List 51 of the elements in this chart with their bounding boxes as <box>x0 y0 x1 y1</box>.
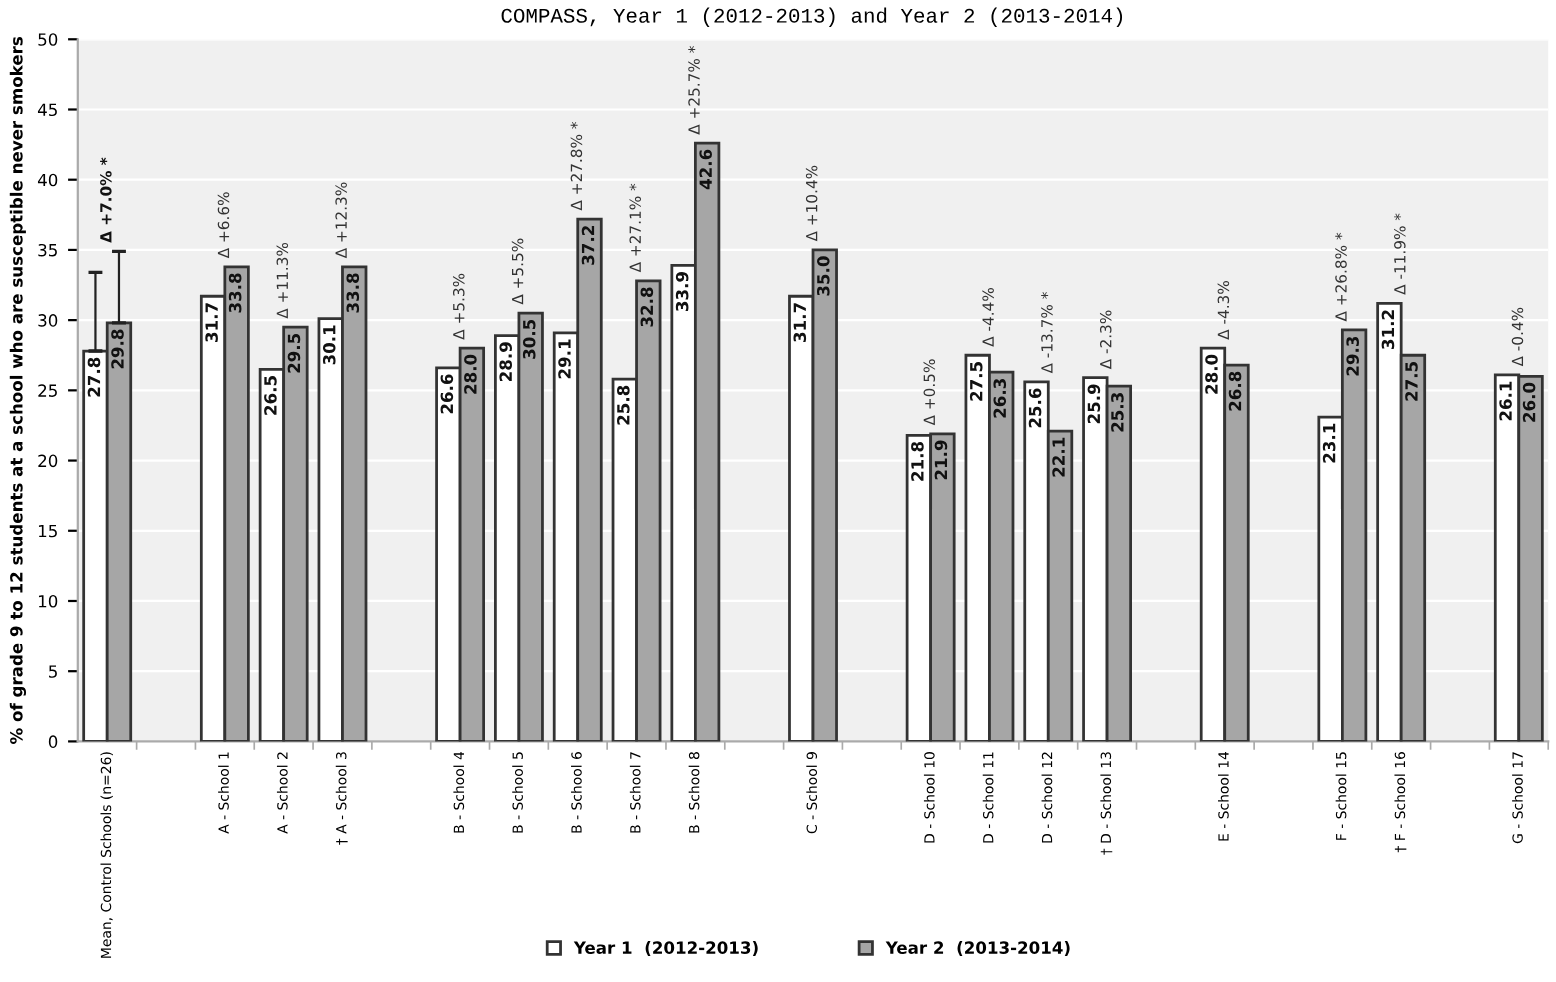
y-tick-label: 20 <box>38 454 58 468</box>
y-axis-title: % of grade 9 to 12 students at a school who are susceptible never smokers <box>9 37 27 744</box>
data-label: 26.3 <box>993 379 1007 418</box>
data-label: 21.8 <box>911 441 924 481</box>
data-label: 31.7 <box>205 303 218 342</box>
data-label: 23.1 <box>1322 423 1336 463</box>
data-label: 26.0 <box>1522 382 1536 422</box>
data-label: 21.9 <box>934 440 948 480</box>
data-label: 22.1 <box>1052 437 1065 477</box>
data-label: 35.0 <box>817 256 830 296</box>
y-tick-label: 40 <box>37 173 58 187</box>
legend-label: Year 2 (2013-2014) <box>885 941 1070 956</box>
data-label: 29.8 <box>111 329 124 369</box>
y-tick-label: 45 <box>37 103 57 117</box>
data-label: 25.3 <box>1111 393 1124 432</box>
data-label: 25.6 <box>1028 388 1042 428</box>
data-label: 29.3 <box>1346 336 1359 376</box>
data-label: 29.5 <box>287 333 301 373</box>
data-label: 33.8 <box>346 273 360 313</box>
data-label: 30.1 <box>322 325 336 365</box>
data-label: 31.7 <box>793 303 807 342</box>
data-label: 37.2 <box>581 226 595 265</box>
data-label: 33.8 <box>228 273 242 313</box>
data-label: 32.8 <box>640 287 654 327</box>
y-tick-label: 5 <box>49 665 57 678</box>
data-label: 27.5 <box>1405 362 1418 401</box>
data-label: 25.9 <box>1087 384 1101 424</box>
data-label: 30.5 <box>522 319 536 359</box>
y-tick-label: 50 <box>38 33 58 46</box>
y-tick-label: 30 <box>38 314 58 327</box>
data-label: 29.1 <box>558 339 571 379</box>
data-label: 28.0 <box>464 354 477 394</box>
y-tick-label: 35 <box>38 243 57 257</box>
data-label: 26.5 <box>264 376 277 415</box>
data-label: 28.9 <box>499 342 512 381</box>
chart-title: COMPASS, Year 1 (2012-2013) and Year 2 (2013-2014) <box>501 7 1123 27</box>
y-tick-label: 25 <box>38 384 57 397</box>
data-label: 31.2 <box>1381 310 1395 349</box>
data-label: 33.9 <box>675 272 689 311</box>
data-label: 27.5 <box>969 362 983 401</box>
data-label: 26.6 <box>440 374 454 414</box>
data-label: 28.0 <box>1205 354 1218 394</box>
data-label: 26.1 <box>1499 381 1512 421</box>
y-tick-label: 15 <box>38 524 57 538</box>
data-label: 25.8 <box>617 385 630 425</box>
data-label: 27.8 <box>87 357 101 397</box>
data-label: 26.8 <box>1228 371 1242 411</box>
y-tick-label: 0 <box>48 735 58 748</box>
legend-label: Year 1 (2012-2013) <box>573 941 758 956</box>
y-tick-label: 10 <box>38 594 58 608</box>
data-label: 42.6 <box>699 149 712 190</box>
